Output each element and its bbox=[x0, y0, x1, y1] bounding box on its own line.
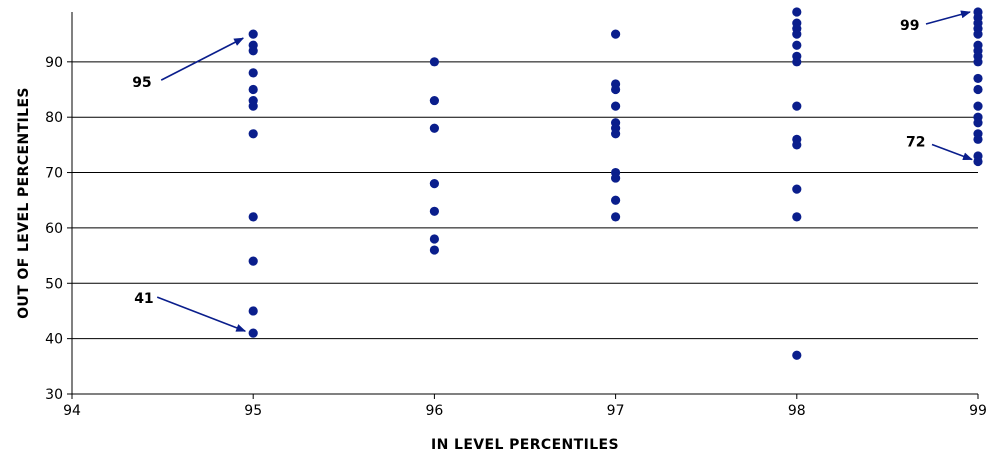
data-point bbox=[973, 134, 983, 144]
data-point bbox=[611, 212, 621, 222]
data-point bbox=[429, 245, 439, 255]
annotation-arrow bbox=[160, 37, 245, 81]
annotation-arrow bbox=[925, 10, 971, 25]
annotation-label: 99 bbox=[900, 18, 919, 34]
y-tick-label: 40 bbox=[45, 332, 63, 348]
data-point bbox=[973, 29, 983, 39]
data-point bbox=[792, 29, 802, 39]
data-point bbox=[792, 101, 802, 111]
data-point bbox=[792, 212, 802, 222]
data-points bbox=[248, 7, 983, 360]
data-point bbox=[792, 184, 802, 194]
x-tick-labels: 94 95 96 97 98 99 bbox=[63, 403, 987, 419]
data-point bbox=[792, 40, 802, 50]
data-point bbox=[611, 101, 621, 111]
y-tick-label: 90 bbox=[45, 55, 63, 71]
data-point bbox=[248, 46, 258, 56]
data-point bbox=[973, 101, 983, 111]
data-point bbox=[248, 212, 258, 222]
data-point bbox=[973, 57, 983, 67]
data-point bbox=[429, 179, 439, 189]
data-point bbox=[248, 84, 258, 95]
data-point bbox=[792, 7, 802, 17]
data-point bbox=[248, 328, 258, 338]
data-point bbox=[611, 29, 621, 39]
x-tick-label: 96 bbox=[425, 403, 443, 419]
x-tick-label: 99 bbox=[969, 403, 987, 419]
y-tick-label: 50 bbox=[45, 276, 63, 292]
data-point bbox=[611, 129, 621, 139]
x-tick-label: 94 bbox=[63, 403, 81, 419]
annotation-arrow bbox=[931, 143, 973, 161]
data-point bbox=[792, 57, 802, 67]
annotation-arrow bbox=[156, 296, 247, 332]
data-point bbox=[429, 95, 439, 106]
data-point bbox=[429, 123, 439, 133]
x-tick-label: 98 bbox=[788, 403, 806, 419]
data-point bbox=[973, 84, 983, 95]
data-point bbox=[792, 350, 802, 360]
axes bbox=[67, 12, 979, 399]
data-point bbox=[248, 306, 258, 316]
x-tick-label: 97 bbox=[607, 403, 625, 419]
data-point bbox=[429, 234, 439, 244]
data-point bbox=[248, 256, 258, 266]
x-axis-label: IN LEVEL PERCENTILES bbox=[431, 437, 619, 453]
data-point bbox=[248, 29, 258, 39]
data-point bbox=[611, 195, 621, 205]
data-point bbox=[248, 101, 258, 111]
annotation-label: 41 bbox=[134, 291, 153, 307]
y-tick-labels: 30 40 50 60 70 80 90 bbox=[45, 55, 63, 403]
annotations: 95 41 99 72 bbox=[132, 10, 973, 332]
data-point bbox=[611, 173, 621, 183]
x-tick-label: 95 bbox=[244, 403, 262, 419]
y-tick-label: 70 bbox=[45, 166, 63, 182]
annotation-label: 72 bbox=[906, 134, 925, 150]
data-point bbox=[429, 57, 439, 67]
y-tick-label: 80 bbox=[45, 110, 63, 126]
y-tick-label: 30 bbox=[45, 387, 63, 403]
annotation-label: 95 bbox=[132, 75, 151, 91]
data-point bbox=[248, 68, 258, 78]
y-tick-label: 60 bbox=[45, 221, 63, 237]
data-point bbox=[973, 73, 983, 84]
data-point bbox=[248, 129, 258, 139]
data-point bbox=[611, 84, 621, 95]
data-point bbox=[792, 140, 802, 150]
data-point bbox=[973, 118, 983, 128]
data-point bbox=[429, 206, 439, 216]
y-axis-label: OUT OF LEVEL PERCENTILES bbox=[16, 87, 32, 319]
gridlines bbox=[72, 61, 978, 340]
data-point bbox=[973, 156, 983, 167]
